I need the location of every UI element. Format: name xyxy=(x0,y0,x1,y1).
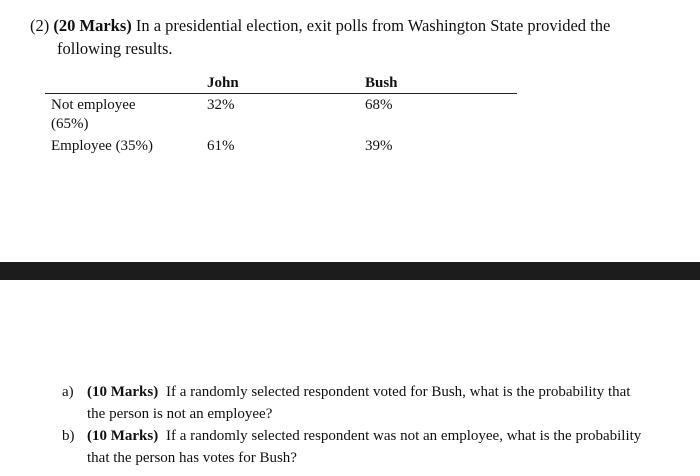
row-label-employee: Employee (35%) xyxy=(51,138,154,154)
part-a-text-line2: the person is not an employee? xyxy=(87,406,273,422)
column-header-john: John xyxy=(207,75,239,91)
results-table: John Bush Not employee (65%) 32% 68% Emp… xyxy=(45,75,517,154)
cell-not-employee-john: 32% xyxy=(207,97,235,113)
question-text-line1: In a presidential election, exit polls f… xyxy=(135,16,611,35)
table-header: John Bush xyxy=(45,75,517,93)
part-a-label: a) xyxy=(62,384,74,400)
page-divider-bar xyxy=(0,262,700,280)
part-b-marks: (10 Marks) xyxy=(87,428,159,444)
cell-employee-john: 61% xyxy=(207,138,235,154)
row-label-not-employee-share: (65%) xyxy=(51,116,89,132)
part-a-marks: (10 Marks) xyxy=(87,384,159,400)
row-label-not-employee: Not employee xyxy=(51,97,136,113)
part-b-text-line2: that the person has votes for Bush? xyxy=(87,450,297,466)
cell-employee-bush: 39% xyxy=(365,138,393,154)
part-b-label: b) xyxy=(62,428,75,444)
question-parts: a) (10 Marks) If a randomly selected res… xyxy=(62,381,672,469)
column-header-bush: Bush xyxy=(365,75,398,91)
part-a-text-line1: If a randomly selected respondent voted … xyxy=(166,384,631,400)
part-b-text-line1: If a randomly selected respondent was no… xyxy=(166,428,642,444)
cell-not-employee-bush: 68% xyxy=(365,97,393,113)
question-header: (2) (20 Marks) In a presidential electio… xyxy=(30,14,670,60)
part-b: b) (10 Marks) If a randomly selected res… xyxy=(62,425,672,469)
part-a: a) (10 Marks) If a randomly selected res… xyxy=(62,381,672,425)
question-text-line2: following results. xyxy=(57,39,173,58)
question-marks: (20 Marks) xyxy=(53,16,132,35)
question-number: (2) xyxy=(30,16,50,35)
table-rule xyxy=(45,93,517,94)
